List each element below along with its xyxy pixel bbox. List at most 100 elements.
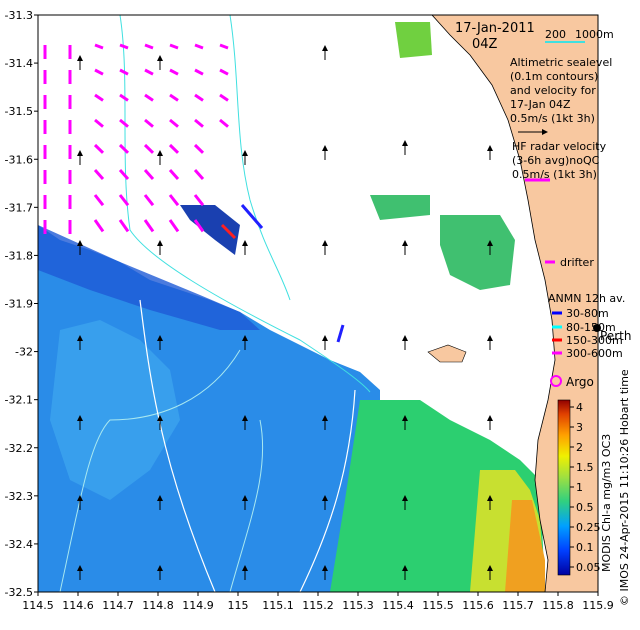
- y-tick-label: -31.9: [5, 298, 33, 311]
- colorbar-ticks: 4 3 2 1.5 1 0.5 0.25 0.1 0.05: [570, 401, 601, 574]
- argo-label: Argo: [566, 375, 594, 389]
- anmn-mooring-arrow: [336, 324, 345, 343]
- colorbar-tick-label: 0.25: [576, 521, 601, 534]
- radar-arrow: [93, 143, 105, 154]
- radar-arrow: [94, 118, 104, 128]
- chlorophyll-patch: [395, 22, 432, 58]
- radar-arrow: [119, 118, 129, 128]
- y-tick-label: -32: [15, 346, 33, 359]
- hf-radar-legend-line: (3-6h avg)noQC: [512, 154, 600, 167]
- rottnest-island: [427, 344, 467, 363]
- chlorophyll-low-region: [38, 225, 380, 592]
- chlorophyll-mid-region: [50, 320, 180, 500]
- radar-arrow: [193, 169, 205, 180]
- radar-arrow: [119, 43, 129, 50]
- radar-arrow: [193, 219, 205, 233]
- colorbar-tick-label: 4: [576, 401, 583, 414]
- y-tick-label: -32.2: [5, 442, 33, 455]
- altimetry-legend-line: and velocity for: [510, 84, 596, 97]
- y-tick-label: -32.1: [5, 394, 33, 407]
- altimetry-legend-line: Altimetric sealevel: [510, 56, 612, 69]
- isobath-contour: [229, 15, 291, 301]
- radar-arrow: [143, 219, 155, 233]
- radar-arrow: [119, 93, 129, 102]
- radar-arrow: [169, 93, 179, 102]
- colorbar-tick-label: 0.5: [576, 501, 594, 514]
- radar-arrow: [168, 143, 180, 154]
- radar-arrow: [168, 169, 180, 180]
- credit-label: © IMOS 24-Apr-2015 11:10:26 Hobart time: [618, 369, 631, 606]
- radar-arrow: [144, 118, 154, 128]
- sealevel-contour: [299, 389, 356, 592]
- radar-arrow: [118, 194, 130, 207]
- x-tick-label: 115.7: [502, 599, 534, 612]
- y-tick-label: -31.3: [5, 9, 33, 22]
- x-tick-label: 115.6: [462, 599, 494, 612]
- anmn-legend-item: 30-80m: [566, 307, 609, 320]
- y-tick-label: -31.8: [5, 249, 33, 262]
- colorbar-tick-label: 0.1: [576, 541, 594, 554]
- y-tick-label: -32.4: [5, 538, 33, 551]
- anmn-legend-item: 80-150m: [566, 321, 616, 334]
- colorbar-tick-label: 0.05: [576, 561, 601, 574]
- x-tick-label: 115.8: [542, 599, 574, 612]
- map-plot-area: [38, 15, 598, 592]
- radar-arrow: [143, 194, 155, 207]
- radar-arrow: [193, 143, 205, 154]
- radar-arrow: [168, 219, 180, 233]
- y-tick-label: -32.5: [5, 586, 33, 599]
- radar-arrow: [143, 169, 155, 180]
- radar-arrow: [118, 219, 130, 233]
- date-label: 17-Jan-2011: [455, 21, 535, 36]
- chlorophyll-patch: [440, 215, 515, 290]
- y-tick-label: -32.3: [5, 490, 33, 503]
- altimetry-legend-line: (0.1m contours): [510, 70, 598, 83]
- anmn-mooring-arrow: [220, 223, 237, 240]
- chlorophyll-patch: [370, 195, 430, 220]
- radar-arrow: [118, 169, 130, 180]
- isobath-contour: [59, 349, 241, 592]
- radar-arrow: [168, 194, 180, 207]
- x-tick-label: 115: [228, 599, 249, 612]
- y-axis: -31.3 -31.4 -31.5 -31.6 -31.7 -31.8 -31.9 -32 -3…: [5, 9, 38, 599]
- radar-arrow: [219, 118, 229, 128]
- radar-arrow: [144, 68, 154, 76]
- radar-arrow: [169, 43, 179, 50]
- radar-arrow: [194, 93, 204, 102]
- radar-arrow: [194, 118, 204, 128]
- radar-arrow: [219, 93, 229, 102]
- hf-radar-arrows: [43, 43, 229, 234]
- radar-arrow: [143, 143, 155, 154]
- x-tick-label: 115.1: [262, 599, 294, 612]
- radar-arrow: [94, 93, 104, 102]
- colorbar-tick-label: 1.5: [576, 461, 594, 474]
- scale-bar-depth: 1000m: [575, 28, 614, 41]
- x-tick-label: 115.5: [422, 599, 454, 612]
- colorbar-label: MODIS Chl-a mg/m3 OC3: [600, 434, 613, 572]
- altimetry-legend-line: 0.5m/s (1kt 3h): [510, 112, 595, 125]
- radar-arrow: [219, 68, 229, 76]
- isobath-contour: [119, 15, 371, 393]
- radar-arrow: [144, 93, 154, 102]
- scale-bar-label: 200: [545, 28, 566, 41]
- colorbar: [557, 399, 571, 576]
- radar-arrow: [118, 143, 130, 154]
- drifter-label: drifter: [560, 256, 594, 269]
- perth-marker: [593, 324, 601, 332]
- perth-label: Perth: [600, 329, 631, 343]
- y-tick-label: -31.6: [5, 153, 33, 166]
- x-tick-label: 115.3: [342, 599, 374, 612]
- radar-arrow: [94, 68, 104, 76]
- anmn-mooring-arrow: [240, 204, 264, 229]
- radar-arrow: [169, 118, 179, 128]
- radar-arrow: [194, 68, 204, 76]
- anmn-legend-title: ANMN 12h av.: [548, 292, 625, 305]
- radar-arrow: [193, 194, 205, 207]
- sealevel-contour: [139, 299, 216, 592]
- radar-arrow: [93, 169, 105, 180]
- anmn-legend-item: 300-600m: [566, 347, 623, 360]
- time-label: 04Z: [472, 37, 498, 52]
- colorbar-tick-label: 2: [576, 441, 583, 454]
- y-tick-label: -31.7: [5, 201, 33, 214]
- radar-arrow: [169, 68, 179, 76]
